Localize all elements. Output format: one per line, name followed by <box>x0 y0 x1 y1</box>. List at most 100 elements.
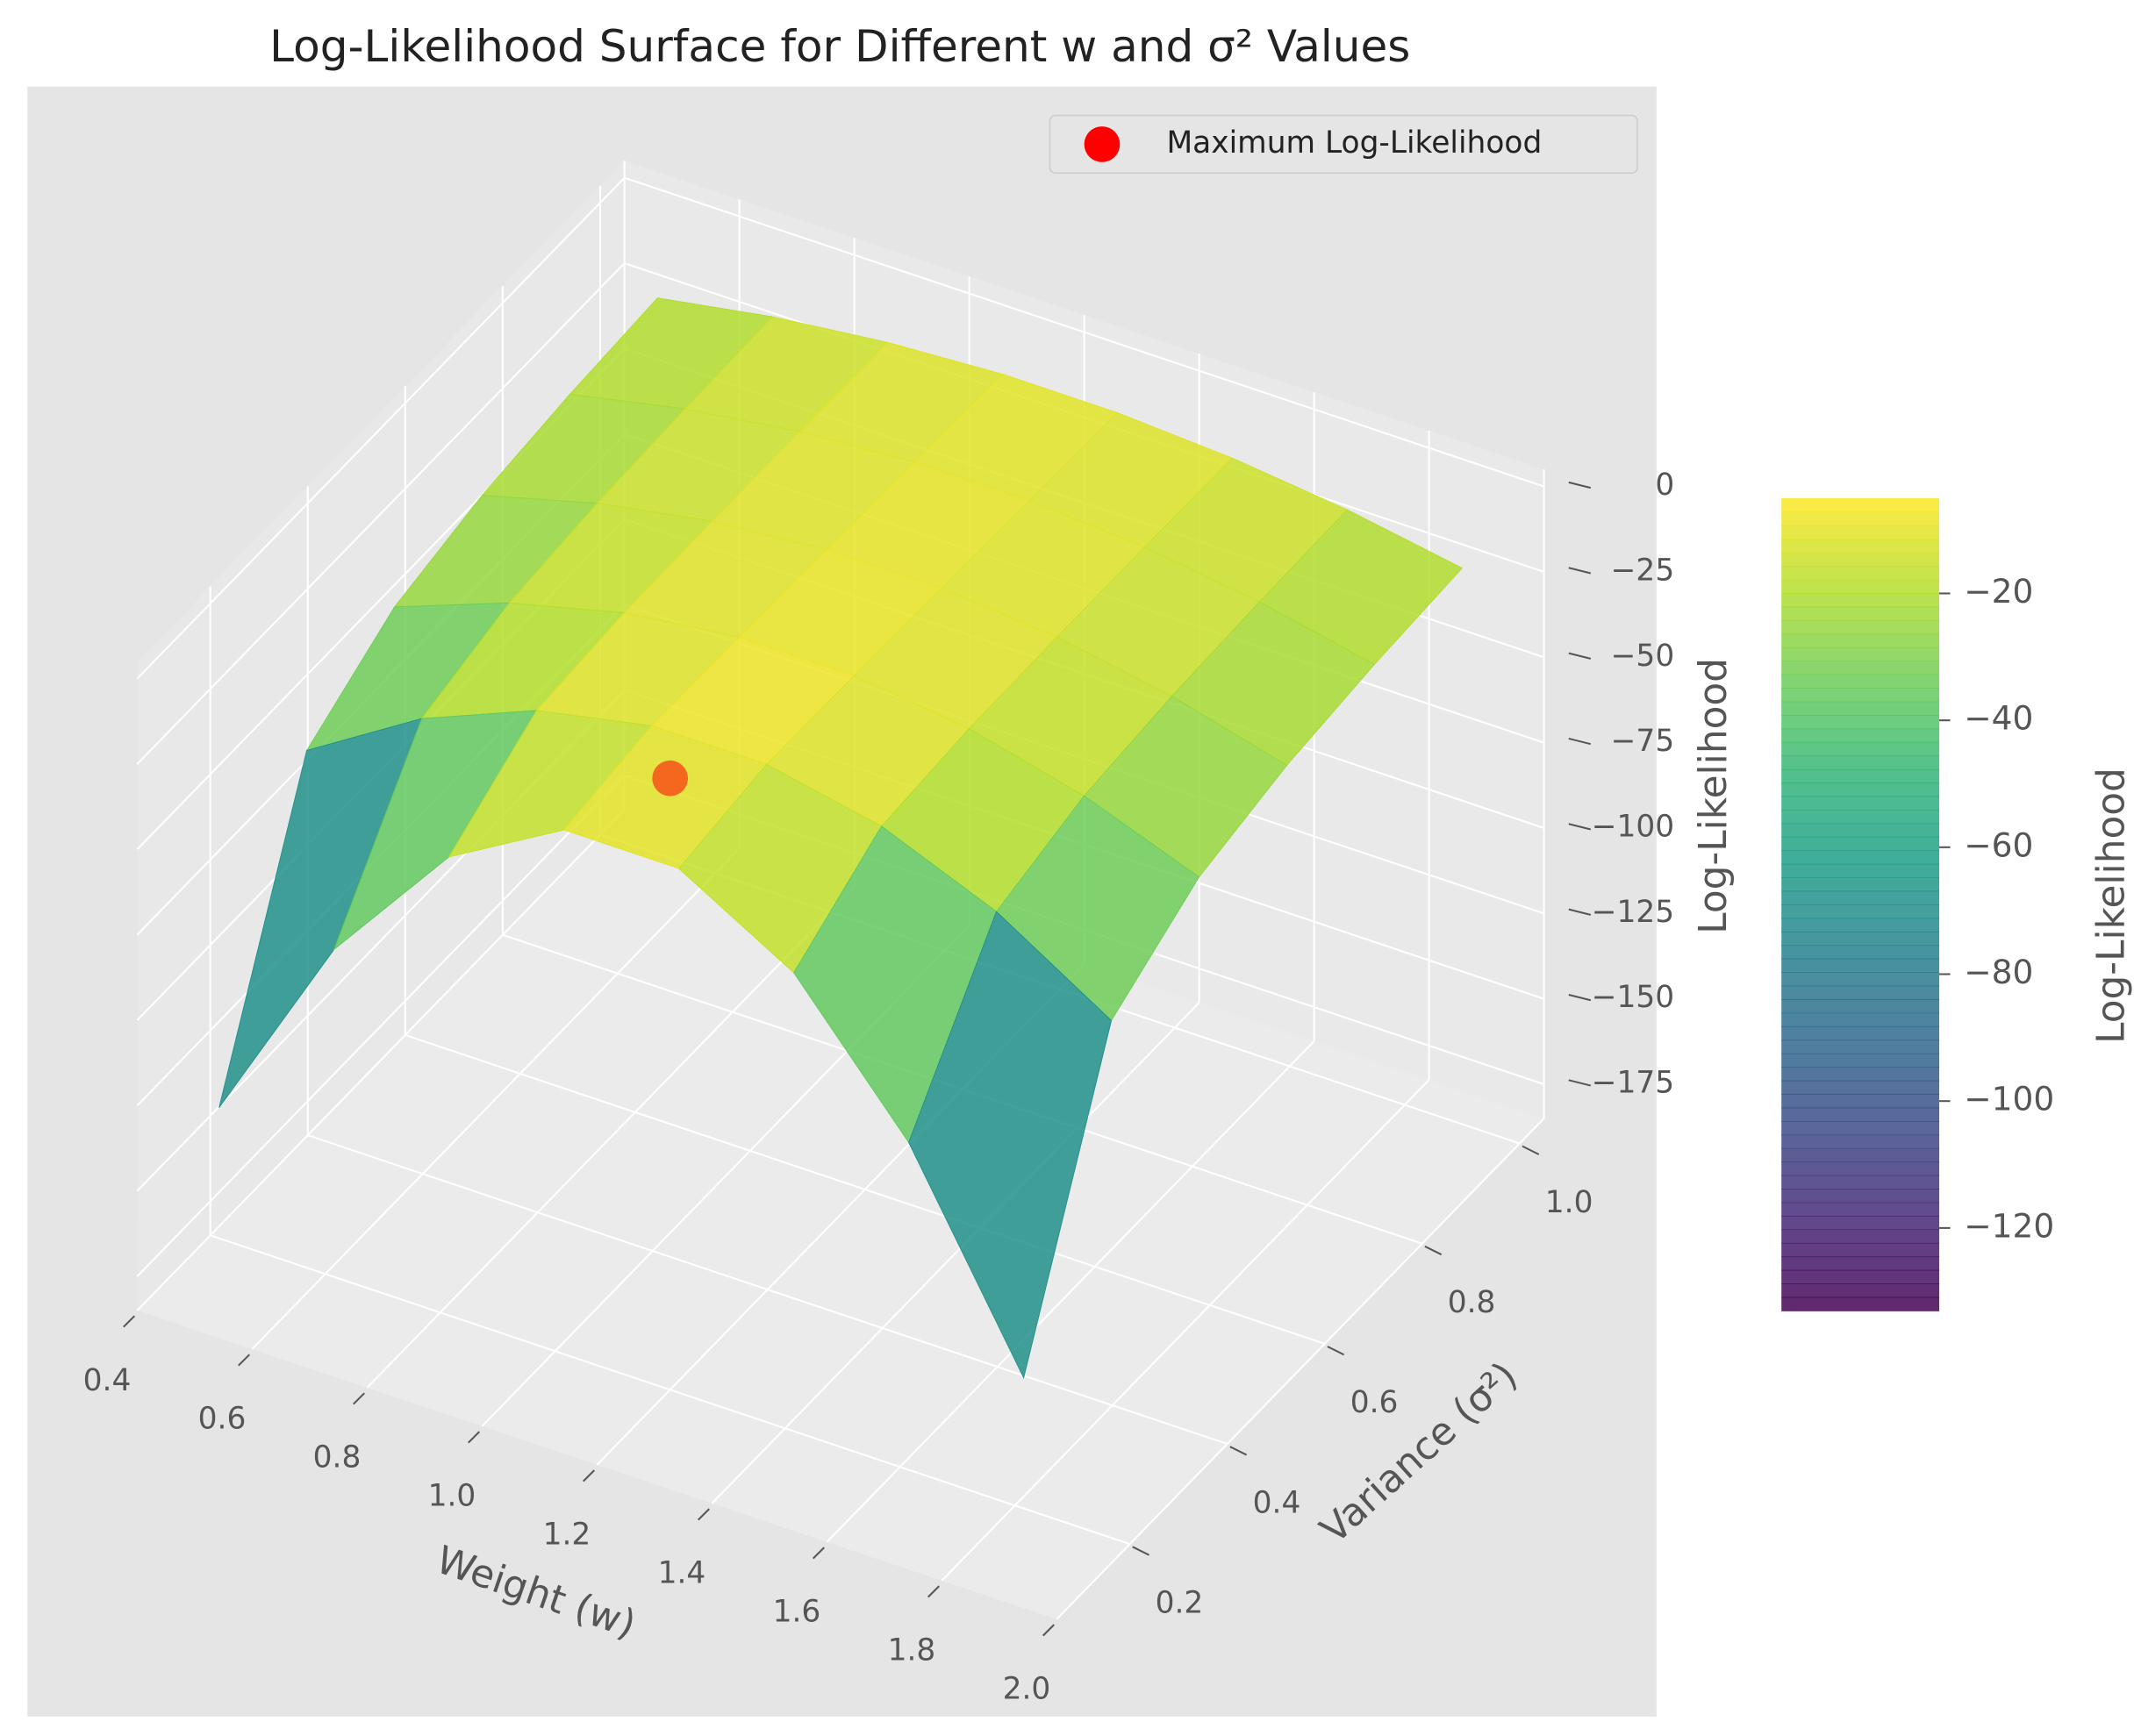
ticks: 0.4 0.6 0.8 1.0 1.2 1.4 1.6 1.8 2.0 0.2 0.4 0.6 0.8 1… <box>83 468 1675 1707</box>
colorbar-segment <box>1781 782 1940 797</box>
grid-line <box>941 1079 1430 1582</box>
grid-line <box>307 1134 1228 1445</box>
grid-line <box>136 775 626 1277</box>
z-tick-label: −175 <box>1592 1066 1675 1101</box>
colorbar-segment <box>1781 958 1940 974</box>
colorbar-segment <box>1781 1120 1940 1136</box>
z-tick-label: −100 <box>1592 809 1675 844</box>
colorbar-segment <box>1781 998 1940 1014</box>
grid-line <box>136 262 626 765</box>
z-tick-mark <box>1568 652 1592 660</box>
z-tick-label: −50 <box>1611 639 1675 674</box>
x-tick-label: 1.4 <box>658 1556 706 1591</box>
x-tick-mark <box>468 1431 480 1444</box>
colorbar-segment <box>1781 701 1940 716</box>
z-tick-mark <box>1568 993 1592 1002</box>
legend: Maximum Log-Likelihood <box>1049 114 1638 175</box>
colorbar-segment <box>1781 1107 1940 1122</box>
colorbar-segment <box>1781 1189 1940 1204</box>
z-tick-mark <box>1568 481 1592 489</box>
colorbar-segment <box>1781 661 1940 675</box>
colorbar-segment <box>1781 593 1940 608</box>
z-tick-label: 0 <box>1655 468 1674 503</box>
z-tick-label: −25 <box>1611 553 1675 588</box>
colorbar-segment <box>1781 539 1940 554</box>
y-tick-label: 1.0 <box>1545 1185 1593 1220</box>
colorbar-segment <box>1781 1094 1940 1109</box>
colorbar-segment <box>1781 1215 1940 1231</box>
z-tick-mark <box>1568 1079 1592 1087</box>
colorbar: −120 −100 −80 −60 −40 −20 <box>1781 497 2054 1311</box>
colorbar-segment <box>1781 525 1940 540</box>
y-tick-label: 0.4 <box>1253 1485 1301 1520</box>
colorbar-segment <box>1781 647 1940 662</box>
colorbar-tick-label: −80 <box>1964 953 2033 991</box>
colorbar-segment <box>1781 606 1940 621</box>
z-tick-mark <box>1568 737 1592 746</box>
grid-line <box>210 1234 1130 1546</box>
x-tick-mark <box>238 1354 250 1367</box>
colorbar-segment <box>1781 1025 1940 1041</box>
colorbar-segment <box>1781 863 1940 879</box>
colorbar-segment <box>1781 633 1940 648</box>
colorbar-segment <box>1781 850 1940 865</box>
colorbar-segment <box>1781 674 1940 689</box>
grid-line <box>136 809 626 1311</box>
colorbar-segment <box>1781 796 1940 811</box>
x-tick-label: 0.6 <box>198 1402 247 1437</box>
colorbar-segment <box>1781 619 1940 635</box>
legend-box <box>1049 114 1638 175</box>
x-tick-label: 1.0 <box>428 1479 476 1514</box>
colorbar-segment <box>1781 985 1940 1000</box>
colorbar-segment <box>1781 809 1940 825</box>
colorbar-segment <box>1781 1067 1940 1082</box>
colorbar-segment <box>1781 755 1940 770</box>
colorbar-segment <box>1781 904 1940 919</box>
y-tick-mark <box>1229 1446 1248 1456</box>
colorbar-tick-label: −40 <box>1964 699 2033 738</box>
colorbar-segment <box>1781 728 1940 743</box>
x-tick-label: 1.6 <box>773 1595 821 1630</box>
chart-title: Log-Likelihood Surface for Different w a… <box>269 21 1410 72</box>
y-tick-mark <box>1522 1145 1540 1155</box>
colorbar-tick-label: −100 <box>1964 1080 2054 1118</box>
grid-line <box>136 176 626 680</box>
colorbar-segment <box>1781 931 1940 947</box>
colorbar-segment <box>1781 511 1940 526</box>
colorbar-segment <box>1781 877 1940 892</box>
x-tick-mark <box>353 1392 365 1405</box>
colorbar-segment <box>1781 945 1940 960</box>
z-tick-mark <box>1568 567 1592 575</box>
colorbar-segment <box>1781 1161 1940 1176</box>
y-tick-label: 0.6 <box>1350 1385 1399 1420</box>
colorbar-segment <box>1781 890 1940 905</box>
colorbar-segment <box>1781 688 1940 703</box>
grid-line <box>405 1033 1326 1345</box>
z-tick-mark <box>1568 908 1592 916</box>
grid-line <box>1056 1118 1545 1620</box>
x-tick-label: 0.8 <box>313 1440 362 1475</box>
colorbar-segment <box>1781 1134 1940 1149</box>
colorbar-tick-label: −60 <box>1964 825 2033 864</box>
colorbar-segment <box>1781 1297 1940 1311</box>
colorbar-tick-label: −20 <box>1964 572 2033 611</box>
colorbar-segment <box>1781 1202 1940 1217</box>
x-tick-label: 0.4 <box>83 1363 132 1398</box>
colorbar-segment <box>1781 1283 1940 1298</box>
y-tick-label: 0.2 <box>1156 1586 1204 1621</box>
colorbar-segment <box>1781 497 1940 513</box>
z-tick-mark <box>1568 823 1592 831</box>
x-tick-mark <box>813 1547 825 1560</box>
z-axis-label: Log-Likelihood <box>1691 658 1736 934</box>
x-tick-mark <box>698 1508 710 1521</box>
colorbar-segment <box>1781 1269 1940 1284</box>
surface-patch <box>908 911 1113 1380</box>
colorbar-segment <box>1781 1229 1940 1244</box>
colorbar-segment <box>1781 918 1940 932</box>
x-tick-mark <box>123 1315 136 1328</box>
colorbar-tick-label: −120 <box>1964 1206 2054 1245</box>
colorbar-segment <box>1781 1039 1940 1054</box>
x-tick-label: 1.2 <box>543 1518 591 1553</box>
colorbar-segment <box>1781 566 1940 581</box>
